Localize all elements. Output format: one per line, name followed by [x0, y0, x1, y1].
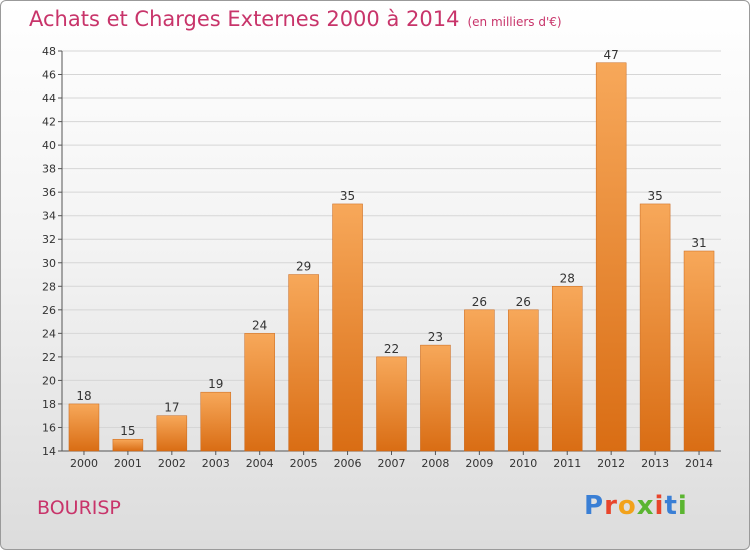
bar-2003 [200, 391, 232, 452]
chart-unit-note: (en milliers d'€) [467, 15, 562, 29]
bar-2001 [112, 438, 144, 452]
data-label-2003: 19 [208, 377, 223, 391]
data-label-2005: 29 [296, 260, 311, 274]
data-label-2008: 23 [428, 330, 443, 344]
data-label-2014: 31 [691, 236, 706, 250]
y-tick-label: 38 [42, 163, 56, 176]
data-label-2001: 15 [120, 424, 135, 438]
y-tick-label: 42 [42, 116, 56, 129]
data-label-2006: 35 [340, 189, 355, 203]
bar-2010 [508, 309, 539, 452]
logo-letter: i [654, 491, 665, 521]
y-tick-label: 20 [42, 374, 56, 387]
y-tick-label: 36 [42, 186, 56, 199]
bar-2007 [376, 356, 407, 452]
x-tick-label-2004: 2004 [246, 457, 274, 470]
proxiti-logo: Proxiti [584, 491, 688, 521]
x-tick-label-2002: 2002 [158, 457, 186, 470]
bar-2002 [156, 415, 188, 452]
data-label-2007: 22 [384, 342, 399, 356]
x-tick-label-2009: 2009 [465, 457, 493, 470]
logo-letter: i [677, 491, 688, 521]
bar-2012 [595, 62, 627, 452]
x-tick-label-2000: 2000 [70, 457, 98, 470]
x-tick-label-2005: 2005 [290, 457, 318, 470]
y-tick-label: 44 [42, 92, 56, 105]
x-tick-label-2003: 2003 [202, 457, 230, 470]
data-label-2000: 18 [76, 389, 91, 403]
logo-letter: P [584, 491, 605, 521]
y-tick-label: 22 [42, 351, 56, 364]
x-tick-label-2007: 2007 [378, 457, 406, 470]
y-tick-label: 46 [42, 69, 56, 82]
x-tick-label-2008: 2008 [421, 457, 449, 470]
x-tick-label-2001: 2001 [114, 457, 142, 470]
bar-2009 [464, 309, 495, 452]
y-tick-label: 24 [42, 327, 56, 340]
bar-2013 [639, 203, 671, 452]
x-tick-label-2010: 2010 [509, 457, 537, 470]
bar-2000 [68, 403, 100, 452]
logo-letter: t [664, 491, 678, 521]
x-tick-label-2006: 2006 [334, 457, 362, 470]
x-tick-label-2013: 2013 [641, 457, 669, 470]
bar-2008 [420, 344, 451, 452]
y-tick-label: 40 [42, 139, 56, 152]
bar-2014 [683, 250, 715, 452]
y-tick-label: 18 [42, 398, 56, 411]
y-tick-label: 26 [42, 304, 56, 317]
y-tick-label: 30 [42, 257, 56, 270]
y-tick-label: 16 [42, 421, 56, 434]
y-tick-label: 32 [42, 233, 56, 246]
bar-2005 [288, 274, 319, 452]
x-tick-label-2014: 2014 [685, 457, 713, 470]
data-label-2004: 24 [252, 318, 267, 332]
logo-letter: x [636, 491, 655, 521]
logo-letter: r [604, 491, 618, 521]
x-tick-label-2012: 2012 [597, 457, 625, 470]
data-label-2011: 28 [560, 271, 575, 285]
data-label-2013: 35 [647, 189, 662, 203]
data-label-2012: 47 [604, 48, 619, 62]
data-label-2010: 26 [516, 295, 531, 309]
y-tick-label: 34 [42, 210, 56, 223]
y-tick-label: 48 [42, 45, 56, 58]
data-label-2002: 17 [164, 401, 179, 415]
bar-2006 [332, 203, 363, 452]
data-label-2009: 26 [472, 295, 487, 309]
y-tick-label: 14 [42, 445, 56, 458]
logo-letter: o [617, 491, 637, 521]
chart-title-block: Achats et Charges Externes 2000 à 2014 (e… [29, 7, 562, 31]
bar-2011 [551, 286, 583, 452]
place-name: BOURISP [37, 497, 121, 519]
bar-2004 [244, 333, 275, 452]
y-tick-label: 28 [42, 280, 56, 293]
chart-title: Achats et Charges Externes 2000 à 2014 [29, 7, 460, 31]
x-tick-label-2011: 2011 [553, 457, 581, 470]
